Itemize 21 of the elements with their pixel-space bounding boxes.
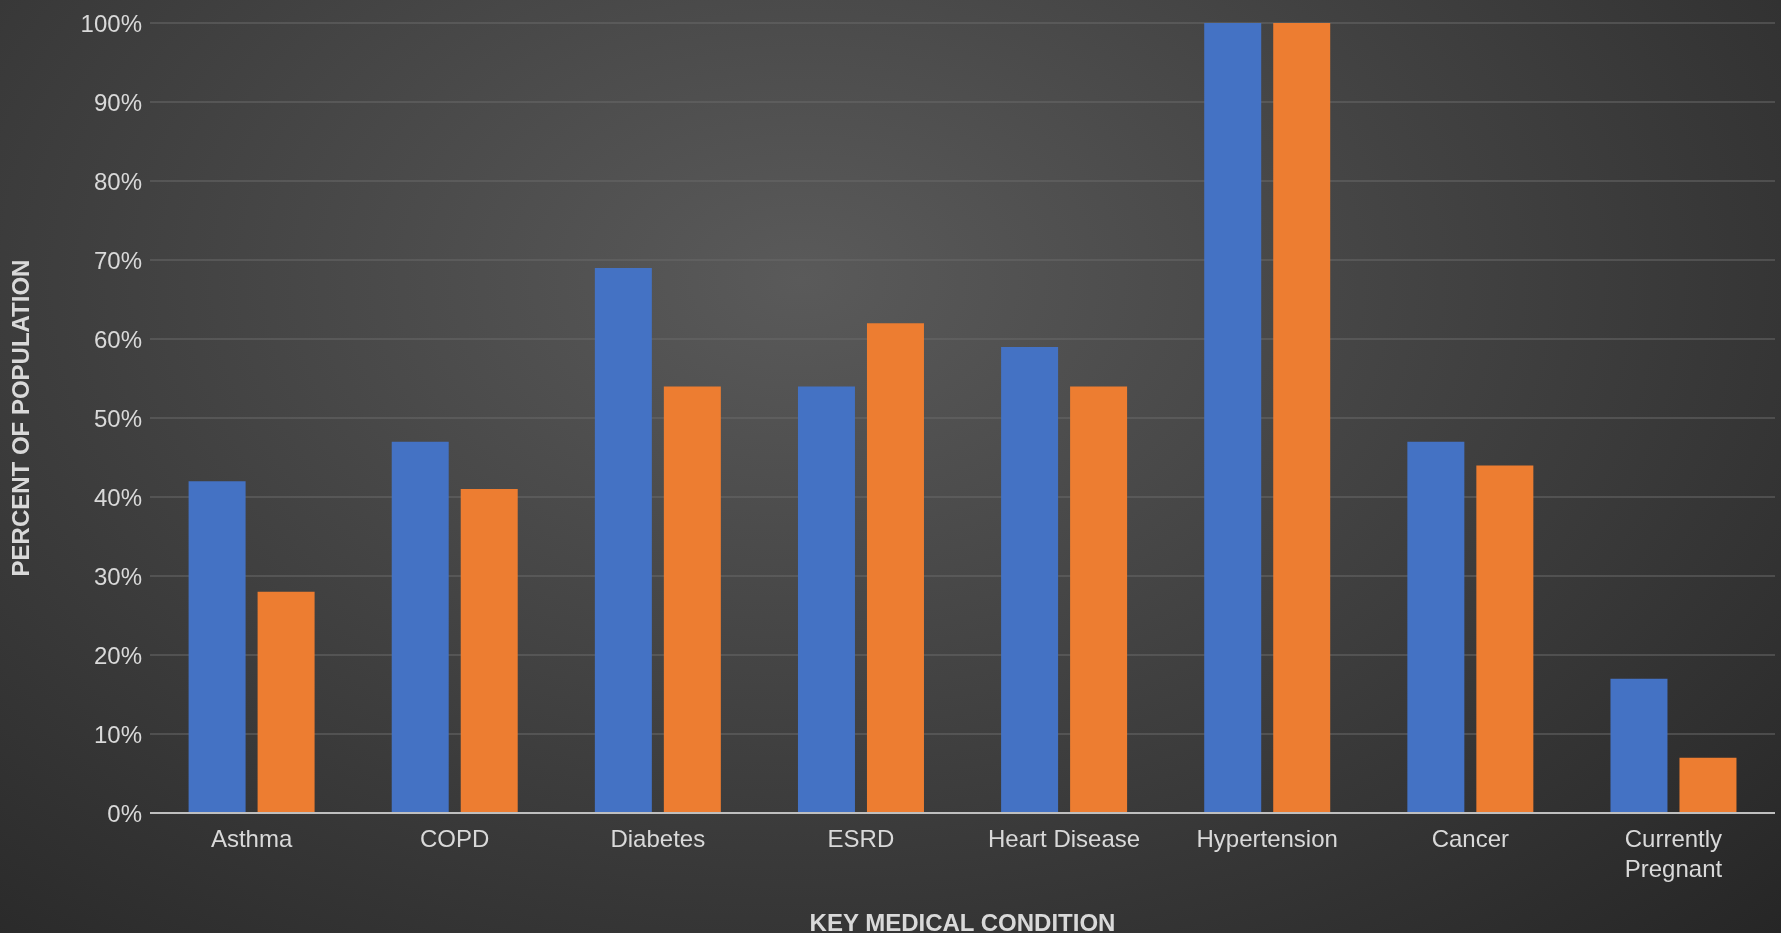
y-tick-label: 90% bbox=[93, 88, 142, 116]
x-tick-label: Diabetes bbox=[610, 825, 706, 852]
y-tick-label: 70% bbox=[93, 246, 142, 274]
x-tick-label: Cancer bbox=[1431, 825, 1509, 852]
y-tick-label: 80% bbox=[93, 167, 142, 195]
y-tick-label: 100% bbox=[80, 9, 142, 37]
y-tick-label: 0% bbox=[107, 799, 142, 827]
x-tick-label: Currently Pregnant bbox=[1624, 825, 1723, 882]
x-axis-title: KEY MEDICAL CONDITION bbox=[809, 909, 1116, 933]
x-tick-label: ESRD bbox=[827, 825, 895, 852]
x-tick-label: COPD bbox=[420, 825, 490, 852]
y-tick-label: 10% bbox=[93, 720, 142, 748]
y-tick-label: 50% bbox=[93, 404, 142, 432]
y-tick-label: 40% bbox=[93, 483, 142, 511]
x-tick-label: Heart Disease bbox=[988, 825, 1141, 852]
y-axis-title: PERCENT OF POPULATION bbox=[6, 259, 34, 577]
y-tick-label: 20% bbox=[93, 641, 142, 669]
y-tick-label: 30% bbox=[93, 562, 142, 590]
x-tick-label: Hypertension bbox=[1196, 825, 1338, 852]
x-tick-label: Asthma bbox=[210, 825, 293, 852]
y-tick-label: 60% bbox=[93, 325, 142, 353]
